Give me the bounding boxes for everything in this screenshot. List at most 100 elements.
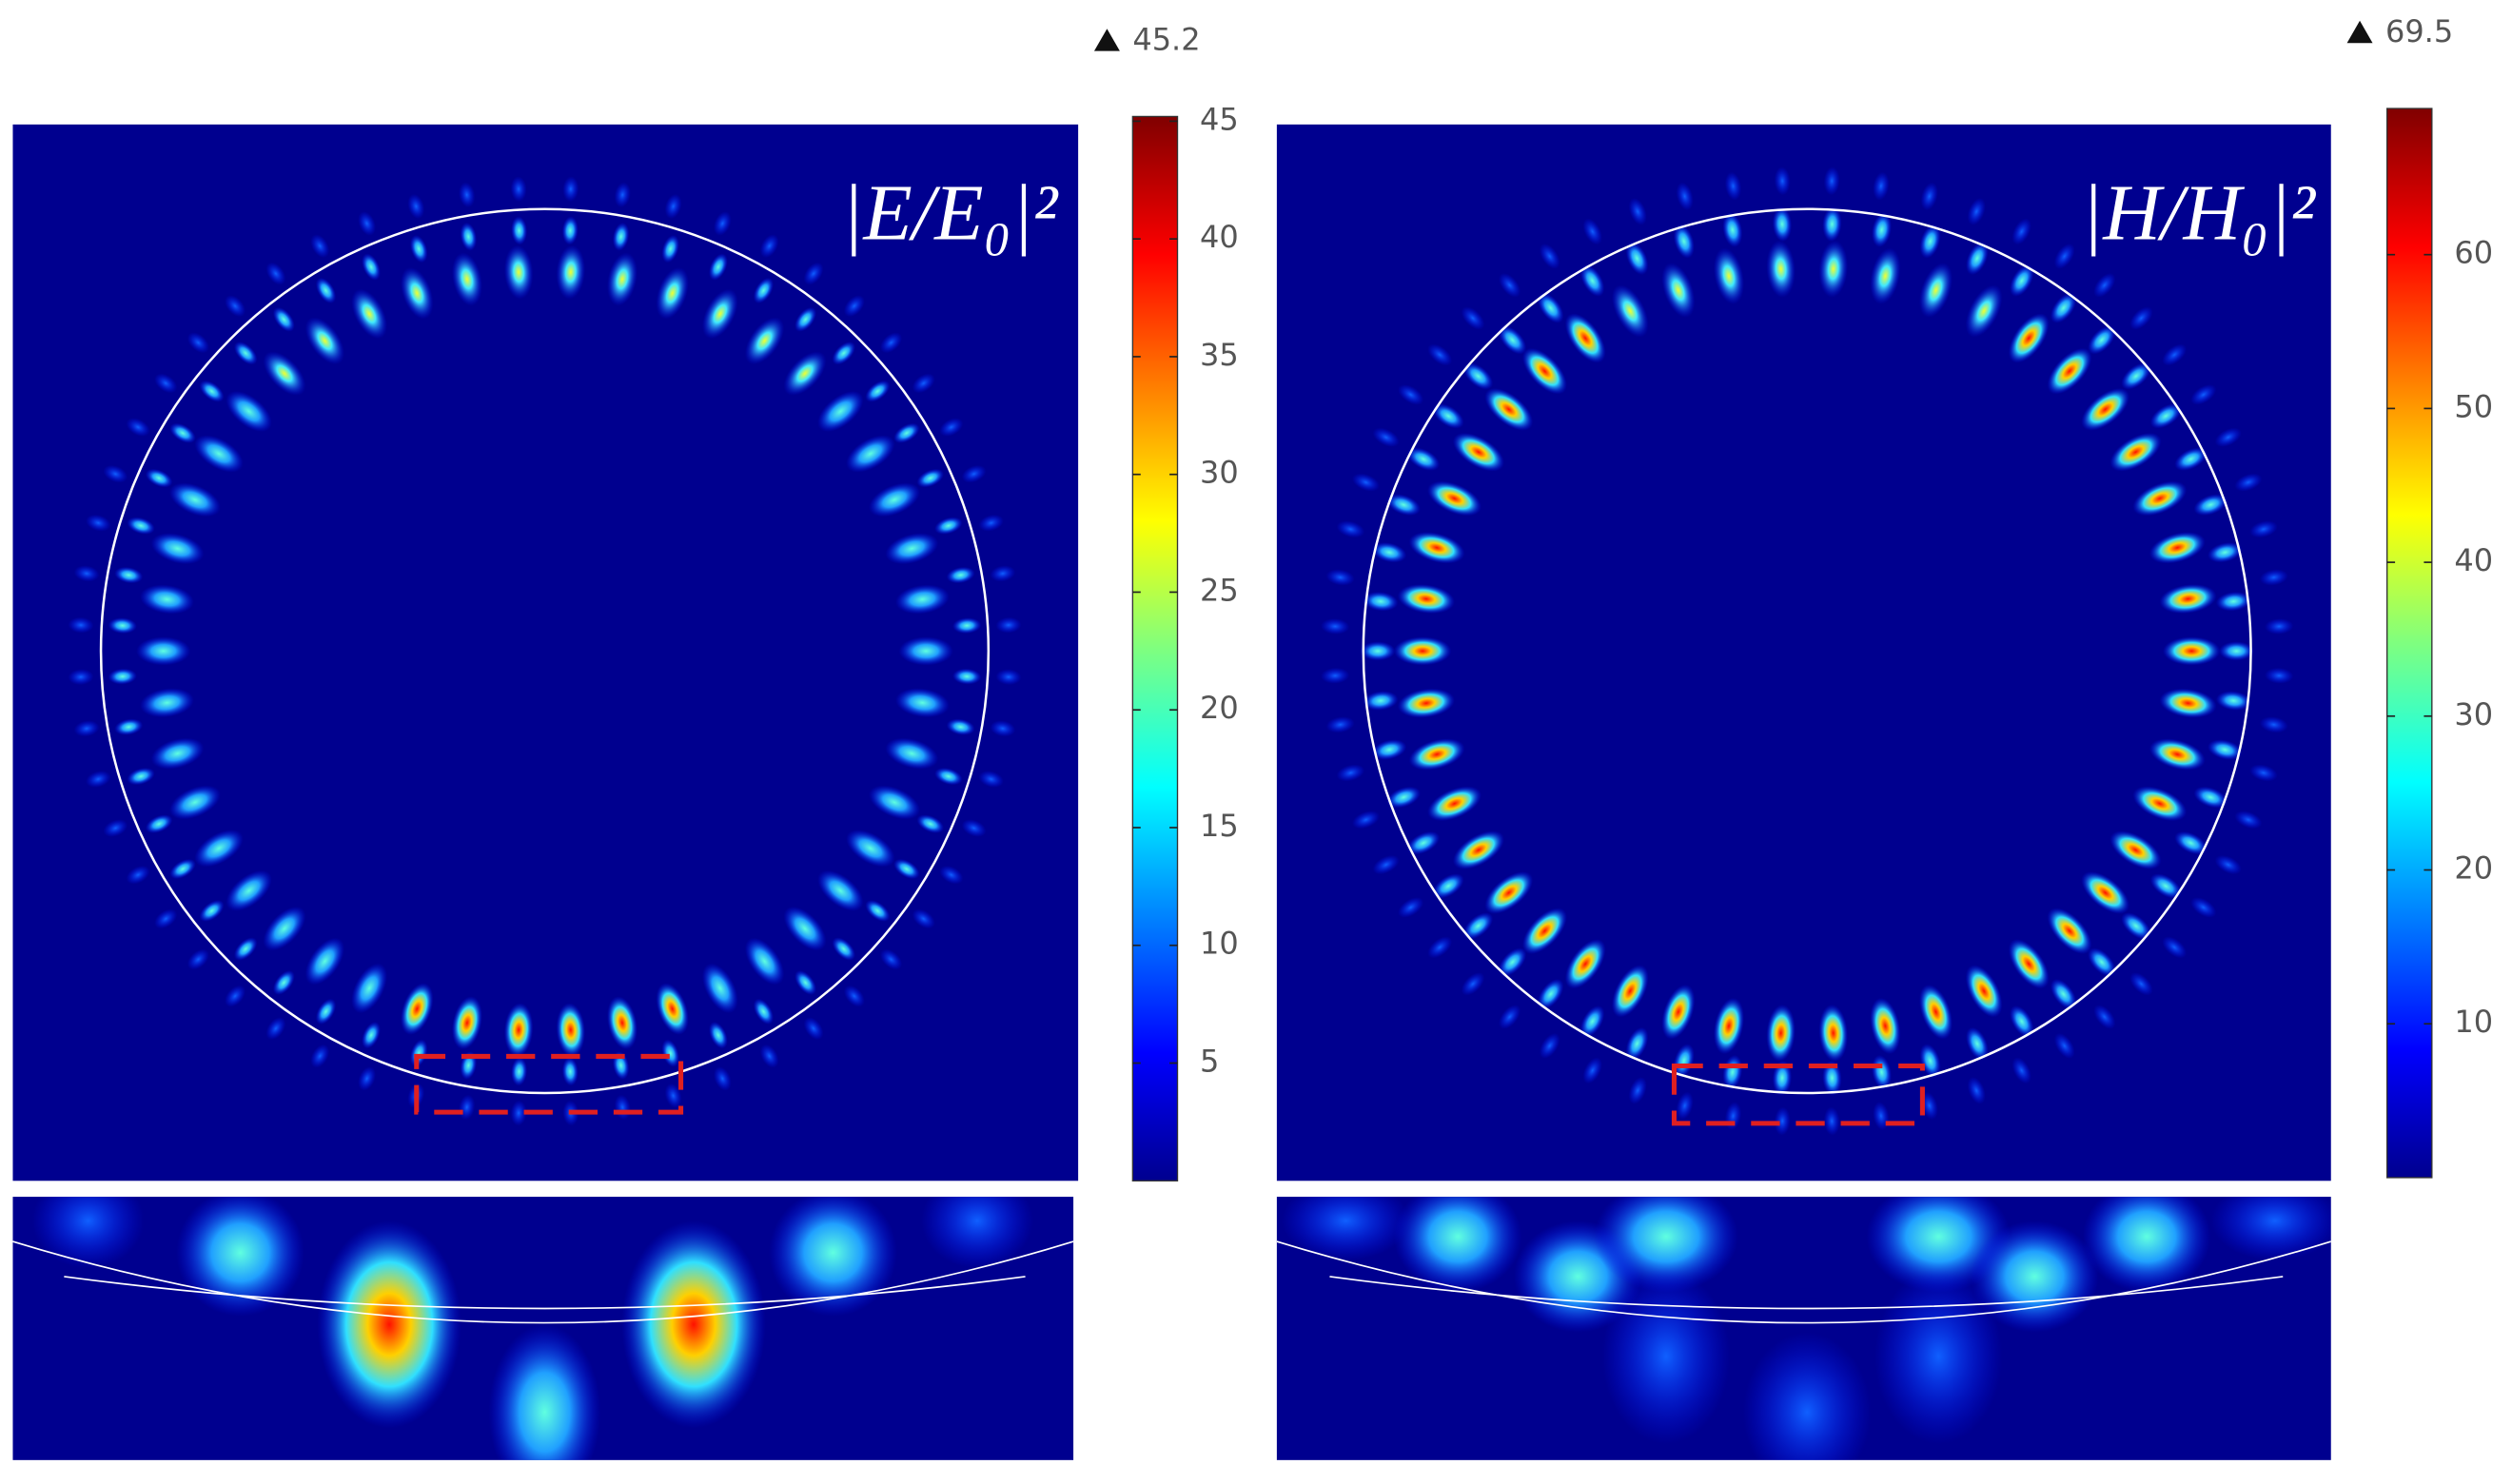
hotspot xyxy=(263,906,306,951)
hotspot xyxy=(939,418,964,437)
hotspot xyxy=(1406,447,1441,471)
hotspot xyxy=(2132,786,2188,822)
hotspot xyxy=(226,390,272,432)
hotspot xyxy=(1408,532,1465,564)
hotspot xyxy=(1628,198,1647,225)
hotspot xyxy=(880,332,903,354)
hotspot xyxy=(939,865,964,885)
hotspot xyxy=(140,584,194,615)
hotspot xyxy=(2008,313,2050,363)
zoom-box xyxy=(414,1053,684,1115)
hotspot xyxy=(503,1003,534,1058)
hotspot xyxy=(912,373,935,394)
hotspot xyxy=(304,937,344,986)
hotspot xyxy=(1967,1076,1986,1104)
hotspot xyxy=(934,517,963,535)
colorbar-tick-label: 30 xyxy=(1200,455,1239,491)
hotspot xyxy=(150,533,205,565)
hotspot xyxy=(869,785,920,820)
hotspot xyxy=(2215,691,2251,711)
hotspot xyxy=(961,464,987,483)
hotspot xyxy=(1872,212,1892,247)
hotspot xyxy=(832,937,856,961)
hotspot xyxy=(362,253,381,281)
hotspot xyxy=(607,252,638,306)
hotspot xyxy=(2208,739,2243,760)
hotspot xyxy=(2053,243,2075,269)
hotspot xyxy=(995,669,1022,686)
hotspot xyxy=(713,1066,732,1091)
hotspot xyxy=(1722,1054,1743,1090)
colorbar-tick-label: 20 xyxy=(1200,690,1239,726)
hotspot xyxy=(978,771,1004,788)
hotspot xyxy=(126,865,150,885)
hotspot xyxy=(2162,636,2221,666)
hotspot xyxy=(1713,247,1745,304)
hotspot xyxy=(225,985,246,1007)
hotspot xyxy=(168,785,221,820)
hotspot xyxy=(362,1022,381,1049)
hotspot xyxy=(2121,912,2151,940)
hotspot xyxy=(2149,403,2182,429)
hotspot xyxy=(1873,171,1890,201)
hotspot xyxy=(2129,972,2153,996)
hotspot xyxy=(114,718,144,735)
hotspot xyxy=(744,317,785,365)
hotspot xyxy=(916,814,945,833)
hotspot xyxy=(843,985,865,1007)
hotspot xyxy=(503,244,534,300)
hotspot xyxy=(1521,347,1567,395)
hotspot xyxy=(136,636,191,666)
hotspot xyxy=(1965,284,2003,338)
hotspot xyxy=(127,767,155,786)
hotspot xyxy=(1363,591,1399,612)
hotspot xyxy=(169,858,196,880)
hotspot xyxy=(1539,1032,1560,1059)
hotspot xyxy=(154,373,178,394)
hotspot xyxy=(2174,447,2208,471)
hotspot xyxy=(1870,997,1901,1055)
hotspot xyxy=(1321,618,1350,635)
hotspot xyxy=(1371,542,1407,563)
colorbar-tick-label: 20 xyxy=(2454,850,2493,887)
hotspot xyxy=(661,1039,679,1067)
colorbar-tick-label: 30 xyxy=(2454,696,2493,732)
hotspot xyxy=(995,616,1022,634)
hotspot xyxy=(2162,343,2188,366)
hotspot xyxy=(1321,667,1350,684)
hotspot xyxy=(2215,591,2251,612)
colorbar-tick-label: 50 xyxy=(2454,388,2493,424)
hotspot xyxy=(1919,1044,1941,1078)
hotspot xyxy=(263,351,306,396)
hotspot xyxy=(1452,830,1504,869)
max-marker xyxy=(1093,29,1120,51)
hotspot xyxy=(68,616,94,634)
zoom-box xyxy=(1671,1064,1925,1126)
hotspot xyxy=(1582,218,1602,245)
hotspot xyxy=(351,288,387,340)
hotspot xyxy=(1462,362,1494,390)
hotspot xyxy=(108,668,137,685)
hotspot xyxy=(358,211,376,236)
inset-pattern xyxy=(12,1197,1074,1460)
hotspot xyxy=(2259,716,2288,733)
hotspot xyxy=(2053,1032,2075,1059)
hotspot xyxy=(843,295,865,318)
colorbar-tick-label: 15 xyxy=(1200,808,1239,844)
hotspot xyxy=(1336,764,1365,782)
hotspot xyxy=(168,482,221,517)
hotspot xyxy=(656,266,689,320)
hotspot xyxy=(265,1017,286,1041)
hotspot xyxy=(1676,1091,1694,1121)
hotspot xyxy=(68,669,94,686)
hotspot xyxy=(2093,272,2116,298)
hotspot xyxy=(1360,641,1396,661)
hotspot xyxy=(661,234,679,264)
hotspot xyxy=(1676,182,1694,211)
field-pattern xyxy=(1321,166,2294,1136)
hotspot xyxy=(1427,480,1482,517)
field-pattern xyxy=(68,176,1022,1126)
hotspot xyxy=(744,937,785,986)
hotspot xyxy=(233,342,258,365)
